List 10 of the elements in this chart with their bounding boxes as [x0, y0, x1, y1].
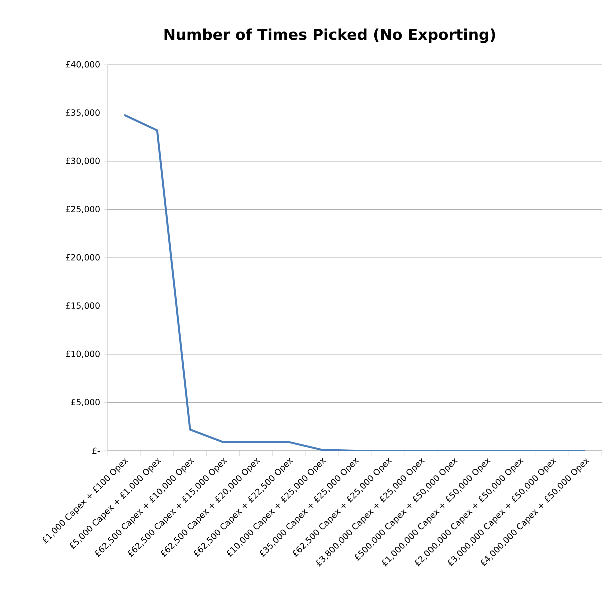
- y-tick-label: £40,000: [66, 61, 100, 69]
- y-tick-label: £10,000: [66, 350, 100, 358]
- y-tick-label: £25,000: [66, 206, 100, 214]
- y-tick-label: £30,000: [66, 158, 100, 166]
- y-tick-label: £-: [92, 448, 100, 454]
- y-tick-label: £15,000: [66, 302, 100, 310]
- y-tick-label: £35,000: [66, 110, 100, 117]
- y-tick-label: £20,000: [66, 254, 100, 262]
- chart-title: Number of Times Picked (No Exporting): [164, 28, 496, 44]
- y-tick-label: £5,000: [71, 399, 100, 406]
